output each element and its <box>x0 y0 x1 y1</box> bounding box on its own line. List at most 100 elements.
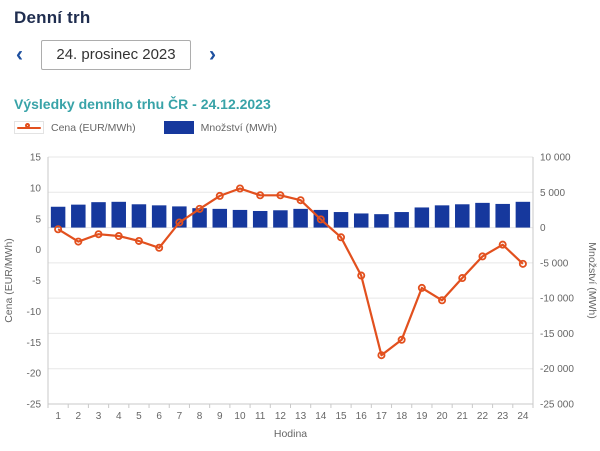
price-point-h14[interactable] <box>316 215 325 224</box>
svg-text:13: 13 <box>295 411 307 422</box>
volume-bar-h23[interactable] <box>495 203 510 228</box>
svg-text:10 000: 10 000 <box>540 153 571 164</box>
price-point-h21[interactable] <box>458 274 467 283</box>
svg-text:12: 12 <box>275 411 287 422</box>
svg-text:5: 5 <box>35 214 41 225</box>
price-point-h1[interactable] <box>54 225 63 234</box>
price-point-h12[interactable] <box>276 191 285 200</box>
price-point-h18[interactable] <box>397 335 406 344</box>
volume-bar-h6[interactable] <box>151 205 167 228</box>
volume-bar-h4[interactable] <box>111 201 126 228</box>
legend-label-price: Cena (EUR/MWh) <box>51 121 136 134</box>
volume-bar-h5[interactable] <box>131 204 147 228</box>
y-axis-left-labels: 15 10 5 0 -5 -10 -15 -20 -25 <box>27 153 42 411</box>
price-point-h2[interactable] <box>74 237 83 246</box>
svg-text:3: 3 <box>96 411 102 422</box>
legend-item-volume[interactable]: Množství (MWh) <box>163 121 278 134</box>
volume-bar-h8[interactable] <box>192 208 207 228</box>
volume-bar-h9[interactable] <box>212 208 228 228</box>
daily-market-chart: 15 10 5 0 -5 -10 -15 -20 -25 10 000 5 000 0 -5 000 -1… <box>0 144 600 451</box>
volume-bar-h1[interactable] <box>50 206 66 228</box>
price-point-h5[interactable] <box>134 236 143 245</box>
price-point-h9[interactable] <box>215 191 224 200</box>
svg-text:-25: -25 <box>27 400 42 411</box>
volume-bar-h16[interactable] <box>353 213 369 228</box>
svg-text:17: 17 <box>376 411 388 422</box>
svg-text:-15 000: -15 000 <box>540 329 574 340</box>
svg-text:21: 21 <box>457 411 469 422</box>
svg-text:24: 24 <box>517 411 529 422</box>
volume-bars-series <box>50 201 531 228</box>
volume-bar-h3[interactable] <box>91 202 106 228</box>
left-axis-title: Cena (EUR/MWh) <box>3 238 15 323</box>
axis-lines <box>47 157 534 408</box>
svg-text:15: 15 <box>30 153 42 164</box>
price-point-h15[interactable] <box>337 233 346 242</box>
svg-text:8: 8 <box>197 411 203 422</box>
legend-label-volume: Množství (MWh) <box>200 121 278 134</box>
svg-text:1: 1 <box>55 411 61 422</box>
price-point-h16[interactable] <box>357 271 366 280</box>
volume-bar-h12[interactable] <box>273 210 288 228</box>
volume-bar-h11[interactable] <box>252 210 268 228</box>
chevron-right-icon[interactable]: › <box>209 43 216 66</box>
svg-text:16: 16 <box>356 411 368 422</box>
chart-legend: Cena (EUR/MWh) Množství (MWh) <box>14 121 600 134</box>
volume-bar-h19[interactable] <box>414 207 430 228</box>
volume-bar-h21[interactable] <box>455 204 470 228</box>
price-point-h23[interactable] <box>498 240 507 249</box>
svg-text:-10: -10 <box>27 307 42 318</box>
price-point-h17[interactable] <box>377 351 386 360</box>
gridlines <box>48 156 533 405</box>
y-axis-right-labels: 10 000 5 000 0 -5 000 -10 000 -15 000 -20 000 -… <box>540 153 574 411</box>
svg-text:5: 5 <box>136 411 142 422</box>
price-point-h13[interactable] <box>296 196 305 205</box>
legend-item-price[interactable]: Cena (EUR/MWh) <box>14 121 136 134</box>
price-point-h7[interactable] <box>175 218 184 227</box>
date-picker-input[interactable]: 24. prosinec 2023 <box>41 40 191 70</box>
price-point-h8[interactable] <box>195 204 204 213</box>
volume-bar-h15[interactable] <box>333 212 349 228</box>
volume-bar-h22[interactable] <box>475 202 490 228</box>
price-point-h3[interactable] <box>94 230 103 239</box>
svg-text:7: 7 <box>177 411 183 422</box>
svg-text:10: 10 <box>234 411 246 422</box>
volume-bar-h24[interactable] <box>515 201 531 228</box>
price-point-h6[interactable] <box>155 243 164 252</box>
svg-text:5 000: 5 000 <box>540 188 565 199</box>
price-point-h19[interactable] <box>417 283 426 292</box>
svg-text:15: 15 <box>335 411 347 422</box>
bar-series-icon <box>163 121 194 134</box>
price-point-h11[interactable] <box>256 191 265 200</box>
volume-bar-h2[interactable] <box>71 204 86 228</box>
volume-bar-h7[interactable] <box>172 206 187 228</box>
svg-text:11: 11 <box>255 411 266 422</box>
svg-text:0: 0 <box>35 245 41 256</box>
volume-bar-h13[interactable] <box>293 208 308 228</box>
svg-text:14: 14 <box>315 411 327 422</box>
price-point-h22[interactable] <box>478 252 487 261</box>
svg-text:22: 22 <box>477 411 489 422</box>
line-series-icon <box>14 121 44 134</box>
svg-text:2: 2 <box>76 411 82 422</box>
svg-text:0: 0 <box>540 223 546 234</box>
volume-bar-h20[interactable] <box>434 205 450 228</box>
section-title: Výsledky denního trhu ČR - 24.12.2023 <box>14 96 271 112</box>
price-point-h10[interactable] <box>235 184 244 193</box>
volume-bar-h17[interactable] <box>374 214 389 228</box>
x-axis-title: Hodina <box>274 428 307 440</box>
svg-text:-15: -15 <box>27 338 42 349</box>
right-axis-title: Množství (MWh) <box>586 242 598 318</box>
price-point-h24[interactable] <box>518 259 527 268</box>
volume-bar-h10[interactable] <box>232 209 248 228</box>
price-line-series <box>54 184 527 360</box>
chevron-left-icon[interactable]: ‹ <box>16 43 23 66</box>
svg-text:19: 19 <box>416 411 428 422</box>
svg-text:-20 000: -20 000 <box>540 364 574 375</box>
svg-text:-25 000: -25 000 <box>540 400 574 411</box>
volume-bar-h18[interactable] <box>394 212 409 228</box>
price-line <box>57 187 524 357</box>
price-point-h4[interactable] <box>114 232 123 241</box>
price-point-h20[interactable] <box>438 296 447 305</box>
svg-text:9: 9 <box>217 411 223 422</box>
